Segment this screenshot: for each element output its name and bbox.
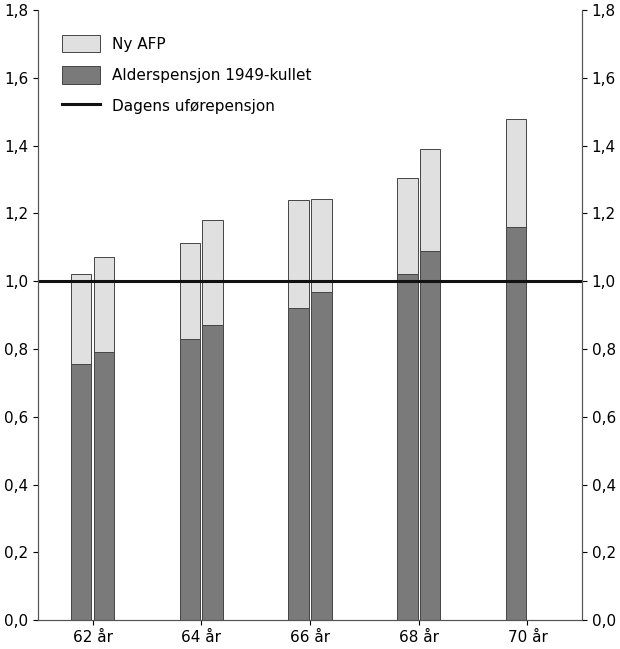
Bar — [506, 119, 526, 227]
Bar — [288, 308, 309, 620]
Bar — [202, 325, 223, 620]
Bar — [311, 292, 332, 620]
Bar — [420, 251, 440, 620]
Bar — [420, 149, 440, 251]
Legend: Ny AFP, Alderspensjon 1949-kullet, Dagens uførepensjon: Ny AFP, Alderspensjon 1949-kullet, Dagen… — [51, 24, 322, 126]
Bar — [397, 275, 418, 620]
Bar — [94, 257, 114, 352]
Bar — [71, 364, 91, 620]
Bar — [202, 220, 223, 325]
Bar — [288, 200, 309, 308]
Bar — [311, 199, 332, 292]
Bar — [397, 178, 418, 275]
Bar — [71, 275, 91, 364]
Bar — [506, 227, 526, 620]
Bar — [180, 243, 200, 339]
Bar — [180, 339, 200, 620]
Bar — [94, 352, 114, 620]
